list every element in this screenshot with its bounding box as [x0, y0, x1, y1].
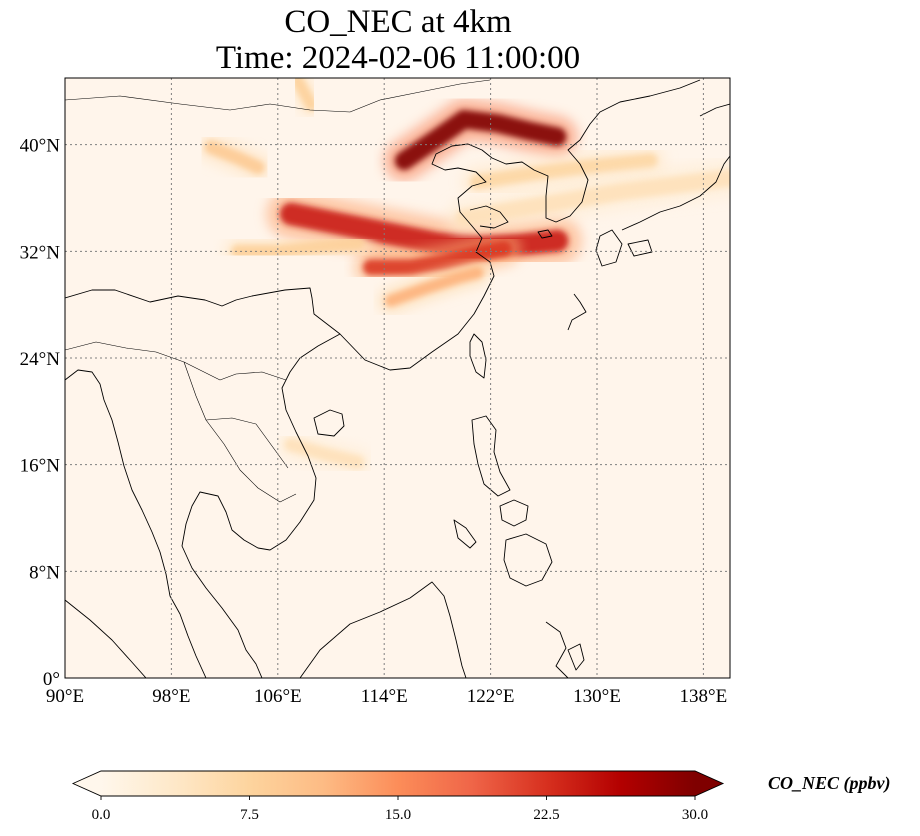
island-shikoku [627, 239, 653, 257]
lat-tick-label: 40°N [20, 136, 61, 157]
border-mongolia [65, 79, 491, 113]
coastline-southeast-asia [181, 333, 341, 678]
lon-tick-label: 98°E [152, 686, 190, 707]
lon-tick-label: 106°E [254, 686, 302, 707]
colorbar: 0.0 7.5 15.0 22.5 30.0 CO_NEC (ppbv) [71, 770, 891, 823]
plume-pacific-streak [445, 159, 730, 237]
concentration-field [196, 78, 730, 477]
border-inland-1 [65, 341, 287, 381]
colorbar-tick-label: 7.5 [240, 807, 259, 823]
coastline-shandong [469, 205, 509, 229]
lat-axis: 0° 8°N 16°N 24°N 32°N 40°N [20, 136, 61, 690]
lat-tick-label: 8°N [29, 562, 60, 583]
colorbar-tick-label: 30.0 [682, 807, 708, 823]
lat-tick-label: 32°N [20, 242, 61, 263]
lat-tick-label: 24°N [20, 349, 61, 370]
plume-japan-sea-streak [461, 144, 667, 199]
plume-north-china-northeast [383, 98, 578, 182]
map-subtitle: Time: 2024-02-06 11:00:00 [215, 40, 581, 76]
plume-southern-streak [377, 259, 491, 314]
colorbar-tick-label: 15.0 [385, 807, 411, 823]
island-ryukyu [567, 293, 587, 331]
island-mindanao [503, 533, 553, 587]
lon-tick-label: 130°E [573, 686, 621, 707]
island-palawan [453, 519, 477, 549]
coastline-east-asia [65, 79, 701, 371]
map-frame [64, 77, 731, 679]
island-visayas [499, 499, 529, 527]
colorbar-min-extension [73, 771, 101, 796]
island-jeju [537, 229, 553, 239]
lat-tick-label: 0° [43, 669, 60, 690]
plume-east-china-south [353, 231, 522, 285]
island-halmahera [567, 643, 585, 671]
lon-tick-label: 122°E [467, 686, 515, 707]
colorbar-max-extension [695, 771, 723, 796]
island-taiwan [469, 333, 487, 379]
coastlines [65, 79, 730, 678]
gridlines [64, 78, 730, 678]
colorbar-ticks: 0.0 7.5 15.0 22.5 30.0 [92, 796, 708, 823]
island-sulawesi [545, 621, 569, 678]
lon-tick-label: 114°E [361, 686, 408, 707]
island-luzon [471, 415, 511, 497]
colorbar-label: CO_NEC (ppbv) [768, 773, 891, 794]
plume-west-tail [223, 228, 373, 266]
lon-axis: 90°E 98°E 106°E 114°E 122°E 130°E 138°E [46, 686, 727, 707]
map-title: CO_NEC at 4km [284, 4, 512, 40]
island-honshu [621, 155, 730, 231]
island-kyushu [595, 229, 623, 267]
lon-tick-label: 138°E [680, 686, 728, 707]
plume-north-west-spot [196, 132, 273, 182]
island-hainan [313, 409, 345, 437]
island-hokkaido [699, 103, 730, 117]
colorbar-tick-label: 22.5 [533, 807, 559, 823]
border-inland-2 [183, 361, 297, 503]
island-borneo [299, 581, 467, 678]
colorbar-tick-label: 0.0 [92, 807, 111, 823]
plume-mongolia-spot [284, 78, 325, 118]
island-sumatra [65, 599, 147, 678]
plume-south-china-sea-haze [276, 430, 373, 477]
lon-tick-label: 90°E [46, 686, 84, 707]
lat-tick-label: 16°N [20, 456, 61, 477]
colorbar-gradient [101, 771, 695, 796]
coastline-andaman [65, 369, 207, 678]
